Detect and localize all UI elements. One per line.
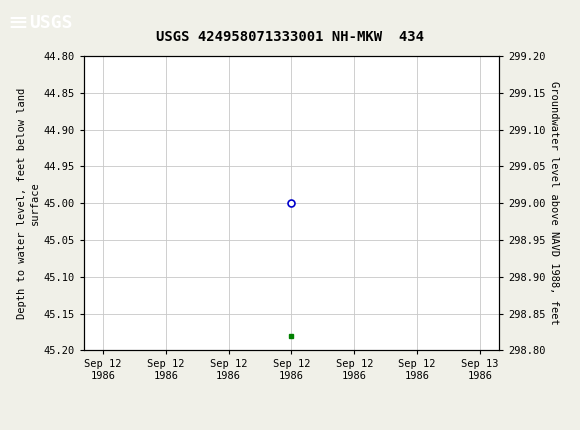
Text: USGS 424958071333001 NH-MKW  434: USGS 424958071333001 NH-MKW 434: [156, 30, 424, 43]
Y-axis label: Depth to water level, feet below land
surface: Depth to water level, feet below land su…: [17, 88, 39, 319]
Y-axis label: Groundwater level above NAVD 1988, feet: Groundwater level above NAVD 1988, feet: [549, 81, 560, 325]
Text: USGS: USGS: [29, 14, 72, 31]
Text: ≡: ≡: [7, 11, 28, 34]
